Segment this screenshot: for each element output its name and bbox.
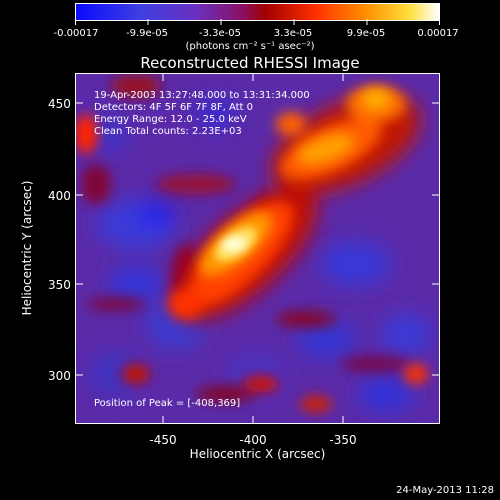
x-tick-label: -450 <box>149 433 177 447</box>
rhessi-image <box>76 74 439 423</box>
y-tick-label: 350 <box>48 278 71 292</box>
axis-ticks <box>75 73 440 424</box>
annotation-peak-position: Position of Peak = [-408,369] <box>94 398 241 409</box>
y-axis-label: Heliocentric Y (arcsec) <box>20 180 34 316</box>
colorbar-tick-label: 3.3e-05 <box>273 28 313 39</box>
plot-title: Reconstructed RHESSI Image <box>140 54 360 72</box>
y-tick-label: 300 <box>48 369 71 383</box>
y-tick-label: 450 <box>48 97 71 111</box>
x-axis-label: Heliocentric X (arcsec) <box>189 447 326 461</box>
x-tick-label: -350 <box>329 433 357 447</box>
annotation-time-range: 19-Apr-2003 13:27:48.000 to 13:31:34.000 <box>94 90 310 101</box>
colorbar-tick-label: 9.9e-05 <box>346 28 386 39</box>
colorbar-tick-label: -9.9e-05 <box>126 28 168 39</box>
annotation-energy-range: Energy Range: 12.0 - 25.0 keV <box>94 114 247 125</box>
colorbar-tick-label: -0.00017 <box>53 28 99 39</box>
colorbar-ticks <box>75 19 440 25</box>
annotation-detectors: Detectors: 4F 5F 6F 7F 8F, Att 0 <box>94 102 254 113</box>
rhessi-image-panel: 19-Apr-2003 13:27:48.000 to 13:31:34.000… <box>75 73 440 424</box>
x-tick-label: -400 <box>239 433 267 447</box>
colorbar-tick-label: -3.3e-05 <box>199 28 241 39</box>
colorbar-tick-label: 0.00017 <box>417 28 459 39</box>
colorbar <box>75 3 440 21</box>
colorbar-units-label: (photons cm⁻² s⁻¹ asec⁻²) <box>185 41 315 52</box>
y-tick-label: 400 <box>48 189 71 203</box>
footer-timestamp: 24-May-2013 11:28 <box>396 485 494 496</box>
annotation-clean-counts: Clean Total counts: 2.23E+03 <box>94 126 242 137</box>
